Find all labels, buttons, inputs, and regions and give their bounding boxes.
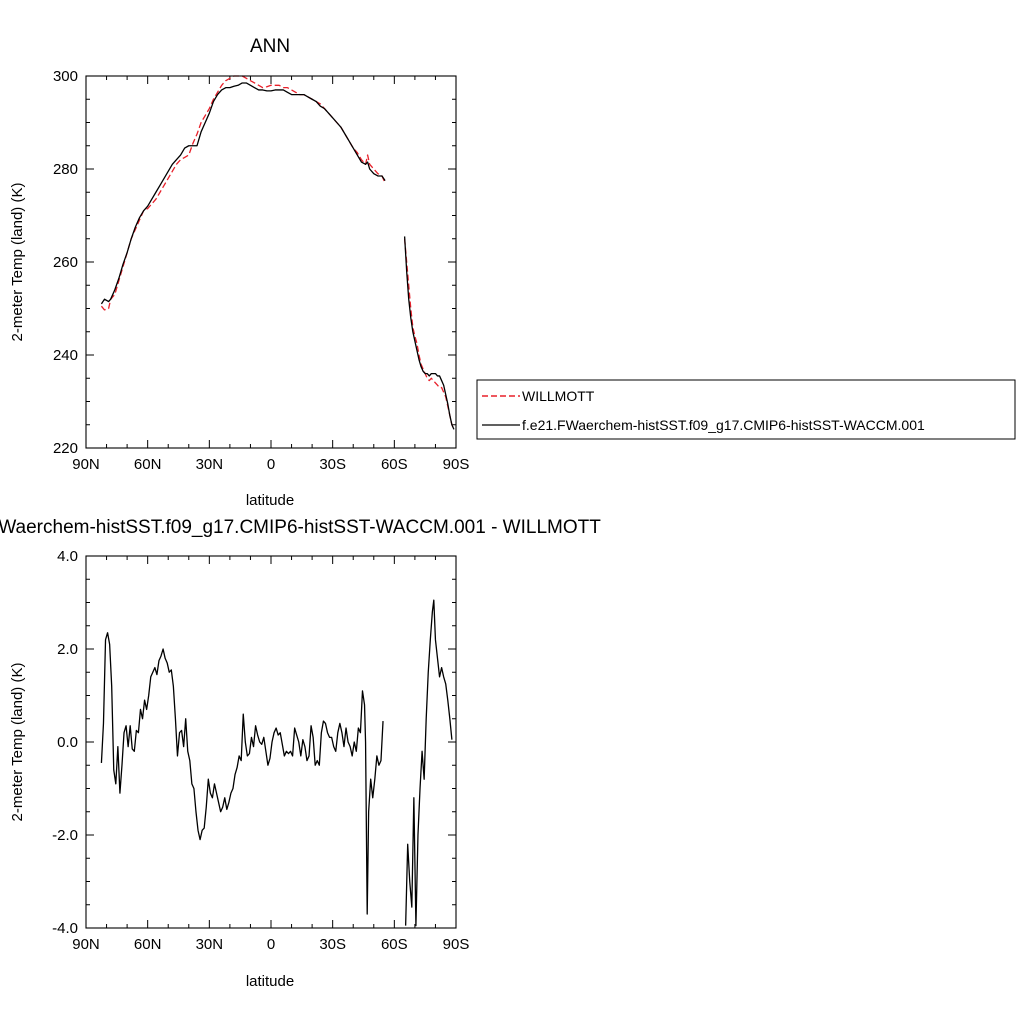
bottom-chart-ylabel: 2-meter Temp (land) (K) (9, 663, 26, 822)
bottom-chart-title: f.e21.FWaerchem-histSST.f09_g17.CMIP6-hi… (0, 517, 601, 538)
bottom-chart-xlabel: latitude (246, 973, 294, 990)
bottom-series-0-line-segment-0 (100, 632, 384, 915)
legend-label-model: f.e21.FWaerchem-histSST.f09_g17.CMIP6-hi… (522, 417, 925, 433)
bottom-chart-axes: 90N 60N 30N 0 30S 60S 90S 4.0 2.0 0.0 -2.0 -4.0 (52, 548, 469, 953)
bottom-y-tick-label: 4.0 (57, 548, 78, 565)
top-x-tick-label: 0 (267, 456, 275, 473)
top-series-0-line-segment-0 (100, 75, 386, 311)
top-series-1-line-segment-0 (100, 82, 386, 305)
bottom-y-tick-label: -4.0 (52, 920, 78, 937)
top-chart-ylabel: 2-meter Temp (land) (K) (9, 183, 26, 342)
legend-box (476, 379, 1016, 440)
bottom-x-tick-label: 60N (134, 936, 162, 953)
bottom-x-tick-label: 90S (443, 936, 470, 953)
bottom-y-tick-label: -2.0 (52, 827, 78, 844)
top-y-tick-label: 240 (53, 347, 78, 364)
top-x-tick-label: 60S (381, 456, 408, 473)
top-y-tick-label: 220 (53, 440, 78, 457)
top-chart-frame (85, 75, 457, 449)
bottom-x-tick-label: 90N (72, 936, 100, 953)
bottom-x-tick-label: 30S (319, 936, 346, 953)
bottom-chart-lines (100, 599, 453, 927)
top-x-tick-label: 60N (134, 456, 162, 473)
top-panel: ANN 2-meter Temp (land) (K) latitude 90N… (9, 36, 469, 509)
top-x-tick-label: 30N (196, 456, 224, 473)
top-x-tick-label: 90N (72, 456, 100, 473)
top-y-tick-label: 300 (53, 68, 78, 85)
bottom-y-tick-label: 2.0 (57, 641, 78, 658)
top-y-tick-label: 260 (53, 254, 78, 271)
top-chart-title: ANN (250, 36, 290, 57)
legend: WILLMOTT f.e21.FWaerchem-histSST.f09_g17… (476, 379, 1016, 440)
top-series-1-line-segment-1 (403, 236, 455, 430)
legend-label-willmott: WILLMOTT (522, 388, 595, 404)
top-y-tick-label: 280 (53, 161, 78, 178)
bottom-x-tick-label: 0 (267, 936, 275, 953)
top-chart-axes: 90N 60N 30N 0 30S 60S 90S 300 280 260 240 220 (53, 68, 469, 473)
bottom-x-tick-label: 60S (381, 936, 408, 953)
bottom-x-tick-label: 30N (196, 936, 224, 953)
top-x-tick-label: 90S (443, 456, 470, 473)
bottom-y-tick-label: 0.0 (57, 734, 78, 751)
top-x-tick-label: 30S (319, 456, 346, 473)
bottom-chart-frame (85, 555, 457, 929)
bottom-series-0-line-segment-1 (404, 599, 453, 927)
bottom-panel: f.e21.FWaerchem-histSST.f09_g17.CMIP6-hi… (0, 517, 601, 990)
top-chart-xlabel: latitude (246, 492, 294, 509)
top-chart-lines (100, 75, 455, 430)
